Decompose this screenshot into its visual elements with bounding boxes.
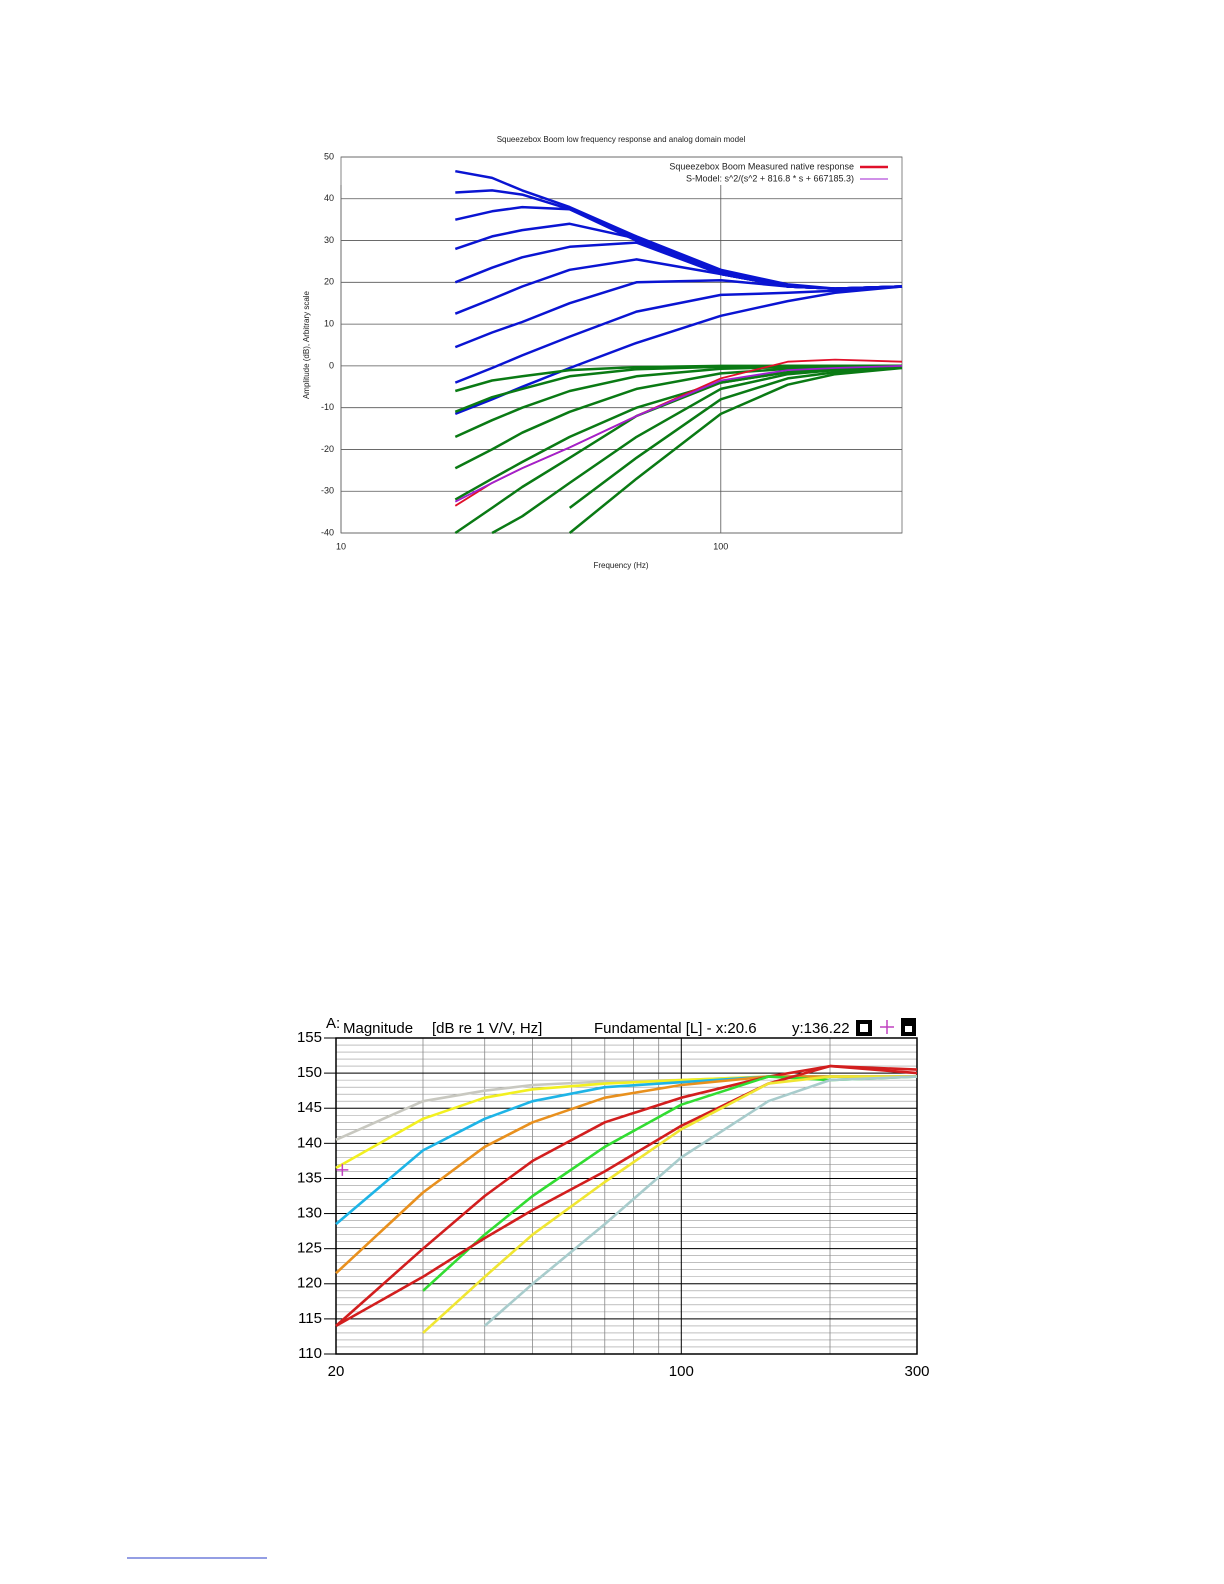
y-tick-label: 150	[297, 1064, 322, 1081]
series-line	[335, 1064, 918, 1327]
series-line	[335, 1075, 917, 1275]
cursor-marker	[336, 1163, 349, 1176]
y-tick-label: 135	[297, 1169, 322, 1186]
y-axis-label: Amplitude (dB), Arbitrary scale	[302, 290, 311, 399]
y-tick-label: 0	[329, 360, 334, 370]
header-text: [dB re 1 V/V, Hz]	[432, 1020, 542, 1037]
y-tick-label: 155	[297, 1029, 322, 1046]
series-line	[491, 365, 903, 535]
y-tick-label: 10	[324, 318, 334, 328]
series-line	[454, 278, 903, 349]
plot-frame	[335, 1037, 918, 1355]
y-tick-label: 20	[324, 277, 334, 287]
series-line	[455, 205, 903, 290]
y-tick-label: 130	[297, 1205, 322, 1222]
series-line	[454, 364, 903, 470]
icon[interactable]	[880, 1020, 894, 1034]
header-text: Fundamental [L] - x:20.6	[594, 1020, 757, 1037]
y-tick-label: 40	[324, 193, 334, 203]
y-tick-label: 120	[297, 1275, 322, 1292]
series-line	[483, 1075, 918, 1327]
plot-frame	[340, 156, 903, 534]
legend-label: Squeezebox Boom Measured native response	[669, 161, 854, 171]
header-text: y:136.22	[792, 1020, 850, 1037]
x-tick-label: 100	[669, 1363, 694, 1380]
series-line	[335, 1064, 918, 1328]
y-tick-label: -30	[321, 486, 334, 496]
y-tick-label: 125	[297, 1240, 322, 1257]
series-line	[455, 189, 903, 290]
x-tick-label: 100	[713, 541, 728, 551]
header-text: Magnitude	[343, 1020, 413, 1037]
y-tick-label: 110	[298, 1345, 322, 1362]
series-line	[422, 1075, 918, 1292]
series-line	[568, 366, 903, 534]
series-line	[568, 365, 903, 509]
series-line	[454, 285, 903, 384]
y-tick-label: -40	[321, 527, 334, 537]
series-line	[454, 258, 903, 315]
chart-title: Squeezebox Boom low frequency response a…	[497, 135, 746, 144]
icon	[860, 1024, 868, 1032]
header-text: A:	[326, 1015, 340, 1032]
series-line	[422, 1075, 917, 1334]
y-tick-label: 50	[324, 151, 334, 161]
x-tick-label: 10	[336, 541, 346, 551]
chart-2: A: Magnitude [dB re 1 V/V, Hz] Fundament…	[297, 1015, 930, 1380]
y-tick-label: 145	[297, 1099, 322, 1116]
y-tick-label: -20	[321, 444, 334, 454]
chart-1: Squeezebox Boom low frequency response a…	[302, 135, 903, 570]
legend-label: S-Model: s^2/(s^2 + 816.8 * s + 667185.3…	[686, 173, 854, 183]
y-tick-label: 115	[298, 1310, 322, 1327]
y-tick-label: -10	[321, 402, 334, 412]
x-tick-label: 20	[328, 1363, 345, 1380]
x-axis-label: Frequency (Hz)	[593, 561, 648, 570]
icon	[905, 1026, 912, 1032]
y-tick-label: 30	[324, 235, 334, 245]
y-tick-label: 140	[297, 1134, 322, 1151]
series-line	[454, 365, 903, 503]
x-tick-label: 300	[904, 1363, 929, 1380]
